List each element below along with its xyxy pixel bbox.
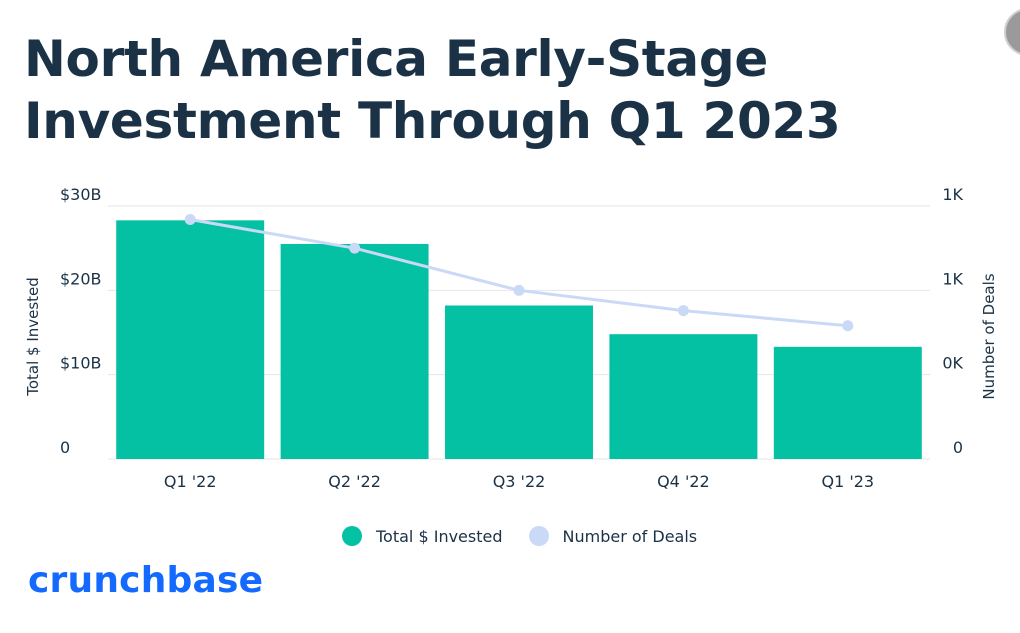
y-right-tick-label: 1K	[942, 185, 963, 204]
x-tick-label: Q2 '22	[328, 472, 381, 491]
x-tick-label: Q1 '23	[821, 472, 874, 491]
y-right-tick-label: 1K	[942, 269, 963, 288]
y-left-tick-label: 0	[60, 438, 70, 457]
y-right-tick-label: 0K	[942, 354, 963, 373]
deals-point	[513, 284, 525, 296]
legend-swatch-line	[528, 526, 549, 546]
bar	[773, 346, 922, 459]
legend-label-number-of-deals: Number of Deals	[562, 526, 698, 546]
deals-point	[184, 213, 196, 225]
y-left-tick-label: $10B	[60, 354, 102, 373]
y-right-tick-label: 0	[953, 438, 963, 457]
chart-title: North America Early-Stage Investment Thr…	[24, 30, 841, 150]
y-left-axis-label: Total $ Invested	[24, 277, 42, 397]
x-tick-label: Q4 '22	[657, 472, 710, 491]
x-tick-label: Q3 '22	[493, 472, 546, 491]
legend-item-total-invested[interactable]: Total $ Invested	[342, 526, 503, 546]
bar	[609, 334, 758, 459]
crunchbase-logo: crunchbase	[28, 560, 264, 601]
y-left-tick-label: $20B	[60, 269, 102, 288]
y-left-tick-label: $30B	[60, 185, 102, 204]
legend-label-total-invested: Total $ Invested	[376, 526, 503, 546]
deals-point	[349, 242, 361, 254]
chart-legend: Total $ Invested Number of Deals	[342, 526, 723, 546]
x-tick-label: Q1 '22	[164, 472, 217, 491]
bar	[116, 220, 265, 459]
bar	[280, 243, 429, 459]
legend-item-number-of-deals[interactable]: Number of Deals	[528, 526, 698, 546]
bar	[445, 305, 593, 459]
y-right-axis-label: Number of Deals	[980, 273, 998, 399]
deals-point	[677, 305, 689, 317]
legend-swatch-bar	[342, 526, 362, 546]
deals-point	[842, 320, 854, 332]
